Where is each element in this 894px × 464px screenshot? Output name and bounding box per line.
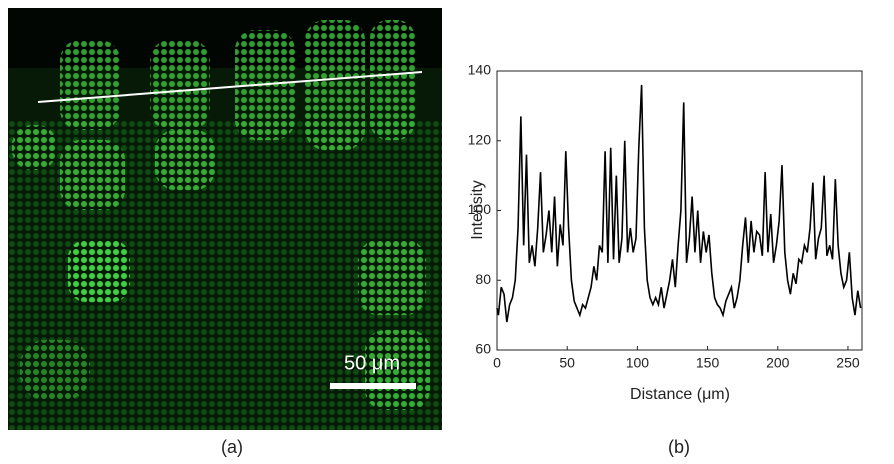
x-tick-label: 0 bbox=[493, 355, 501, 371]
y-axis-label: Intensity bbox=[469, 180, 486, 240]
x-tick-label: 150 bbox=[696, 355, 720, 371]
x-axis-label: Distance (μm) bbox=[630, 386, 730, 403]
y-tick-label: 80 bbox=[475, 271, 491, 287]
x-tick-label: 250 bbox=[836, 355, 860, 371]
panel-label: (a) bbox=[221, 437, 243, 457]
y-tick-label: 120 bbox=[468, 131, 492, 147]
panel-label: (b) bbox=[668, 437, 690, 457]
y-tick-label: 100 bbox=[468, 201, 492, 217]
axes-box bbox=[496, 70, 863, 351]
data-line bbox=[496, 84, 862, 323]
x-tick-label: 50 bbox=[559, 355, 575, 371]
micrograph: 50 μm bbox=[8, 8, 442, 430]
x-tick-label: 100 bbox=[626, 355, 650, 371]
y-tick-label: 140 bbox=[468, 62, 492, 78]
y-tick-label: 60 bbox=[475, 341, 491, 357]
scale-bar-label: 50 μm bbox=[344, 352, 400, 374]
x-tick-label: 200 bbox=[766, 355, 790, 371]
